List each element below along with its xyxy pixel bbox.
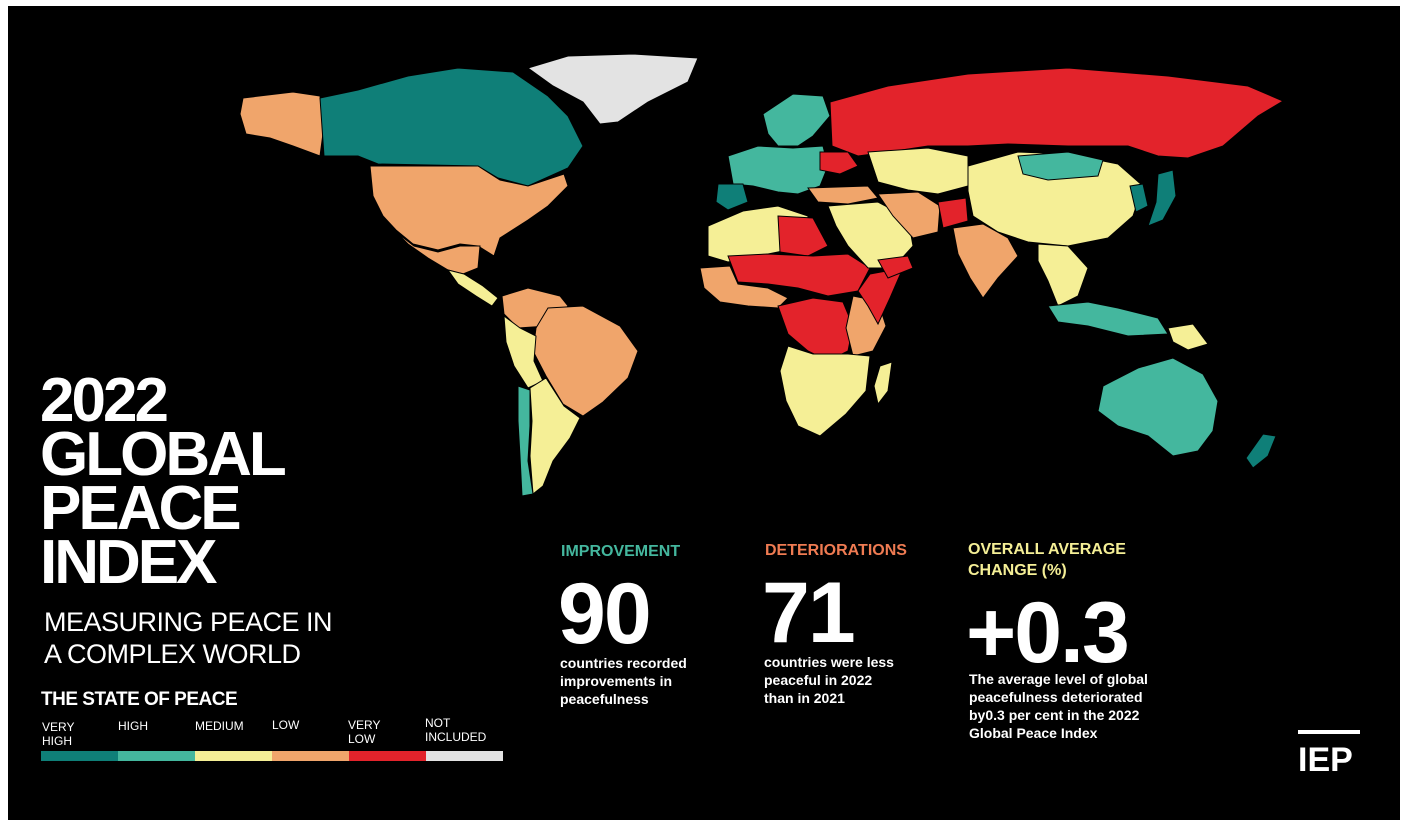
map-region-mongolia — [1017, 151, 1104, 181]
title-line-2: GLOBAL — [40, 420, 287, 489]
map-region-ukraine — [819, 151, 859, 175]
map-region-central-africa — [777, 297, 854, 362]
improvement-description: countries recorded improvements in peace… — [560, 654, 687, 708]
map-region-southeast-asia — [1037, 243, 1089, 307]
legend-label-line: NOT — [425, 716, 451, 730]
map-region-turkey — [807, 185, 879, 205]
map-region-yemen — [877, 255, 914, 279]
map-region-india — [952, 223, 1019, 299]
legend-label-line: HIGH — [42, 734, 72, 748]
map-region-iran — [877, 191, 941, 239]
map-region-greenland — [526, 53, 699, 125]
improvement-value: 90 — [558, 566, 652, 662]
legend-label-line: MEDIUM — [195, 719, 244, 733]
title-line-1: 2022 — [40, 366, 169, 435]
legend-label-line: LOW — [272, 718, 300, 732]
iep-logo: IEP — [1298, 730, 1360, 782]
map-region-alaska — [239, 91, 325, 157]
legend-label-line: HIGH — [118, 719, 148, 733]
map-region-australia — [1097, 357, 1219, 457]
legend-swatch-very-low — [349, 751, 426, 761]
improvement-desc-line: peacefulness — [560, 691, 649, 707]
map-region-west-africa — [699, 265, 789, 309]
legend-label-low: LOW — [272, 718, 299, 732]
overall-heading-line: OVERALL AVERAGE — [968, 541, 1126, 558]
map-region-central-america — [446, 269, 499, 307]
legend-label-line: VERY — [42, 720, 75, 734]
legend-heading: THE STATE OF PEACE — [41, 689, 238, 710]
improvement-desc-line: countries recorded — [560, 655, 687, 671]
overall-desc-line: peacefulness deteriorated — [969, 689, 1143, 705]
map-region-usa — [369, 165, 569, 257]
overall-desc-line: The average level of global — [969, 671, 1148, 687]
title-line-4: INDEX — [40, 528, 217, 597]
title-line-3: PEACE — [40, 474, 242, 543]
overall-heading-line: CHANGE (%) — [968, 562, 1067, 579]
iep-logo-bar — [1298, 730, 1360, 734]
map-region-canada — [319, 67, 584, 187]
legend-swatch-very-high — [41, 751, 118, 761]
legend-swatch-low — [272, 751, 349, 761]
legend-label-line: LOW — [348, 732, 376, 746]
map-region-madagascar — [873, 361, 893, 406]
subtitle-line-2: A COMPLEX WORLD — [44, 639, 301, 669]
legend-color-bar — [41, 751, 503, 761]
overall-desc-line: by0.3 per cent in the 2022 — [969, 707, 1140, 723]
deteriorations-heading-text: DETERIORATIONS — [765, 542, 907, 559]
legend-label-line: INCLUDED — [425, 730, 487, 744]
map-region-chile — [517, 385, 534, 497]
map-region-new-zealand — [1245, 433, 1277, 469]
map-region-europe — [727, 145, 829, 195]
legend-label-very-high: VERY HIGH — [42, 720, 74, 748]
deteriorations-desc-line: peaceful in 2022 — [764, 672, 873, 688]
map-region-mexico — [395, 231, 481, 275]
improvement-desc-line: improvements in — [560, 673, 673, 689]
legend-label-high: HIGH — [118, 719, 148, 733]
deteriorations-description: countries were less peaceful in 2022 tha… — [764, 653, 894, 707]
infographic: 2022 GLOBAL PEACE INDEX MEASURING PEACE … — [8, 6, 1400, 820]
subtitle-line-1: MEASURING PEACE IN — [44, 607, 333, 637]
legend-label-medium: MEDIUM — [195, 719, 244, 733]
map-region-iberia — [715, 183, 749, 211]
map-region-southern-cone — [529, 377, 581, 495]
map-region-indonesia — [1047, 301, 1169, 337]
improvement-heading-text: IMPROVEMENT — [561, 543, 681, 560]
overall-desc-line: Global Peace Index — [969, 725, 1098, 741]
map-region-japan — [1147, 169, 1177, 227]
map-region-southern-africa — [779, 345, 871, 437]
deteriorations-heading: DETERIORATIONS — [765, 540, 907, 561]
overall-heading: OVERALL AVERAGE CHANGE (%) — [968, 539, 1126, 581]
map-region-korea — [1129, 183, 1149, 213]
deteriorations-desc-line: than in 2021 — [764, 690, 845, 706]
map-region-russia — [829, 67, 1285, 159]
map-region-afghanistan — [937, 197, 969, 229]
deteriorations-value: 71 — [762, 565, 856, 661]
legend-swatch-medium — [195, 751, 272, 761]
legend-label-line: VERY — [348, 718, 381, 732]
legend-swatch-not-included — [426, 751, 503, 761]
map-region-scandinavia — [762, 93, 831, 147]
map-region-central-asia — [867, 147, 969, 195]
map-region-libya — [777, 215, 829, 257]
world-map — [239, 53, 1285, 497]
improvement-heading: IMPROVEMENT — [561, 541, 680, 562]
legend-label-not-included: NOT INCLUDED — [425, 716, 486, 744]
report-subtitle: MEASURING PEACE IN A COMPLEX WORLD — [44, 606, 333, 670]
map-region-papua — [1167, 323, 1209, 351]
iep-logo-text: IEP — [1298, 741, 1353, 779]
legend-swatch-high — [118, 751, 195, 761]
overall-value: +0.3 — [966, 585, 1130, 681]
legend-label-very-low: VERY LOW — [348, 718, 380, 746]
report-title: 2022 GLOBAL PEACE INDEX — [40, 366, 287, 597]
overall-description: The average level of global peacefulness… — [969, 670, 1148, 742]
deteriorations-desc-line: countries were less — [764, 654, 894, 670]
